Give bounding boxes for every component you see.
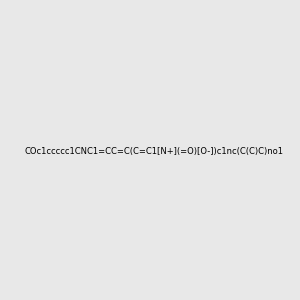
Text: COc1ccccc1CNC1=CC=C(C=C1[N+](=O)[O-])c1nc(C(C)C)no1: COc1ccccc1CNC1=CC=C(C=C1[N+](=O)[O-])c1n… (24, 147, 283, 156)
